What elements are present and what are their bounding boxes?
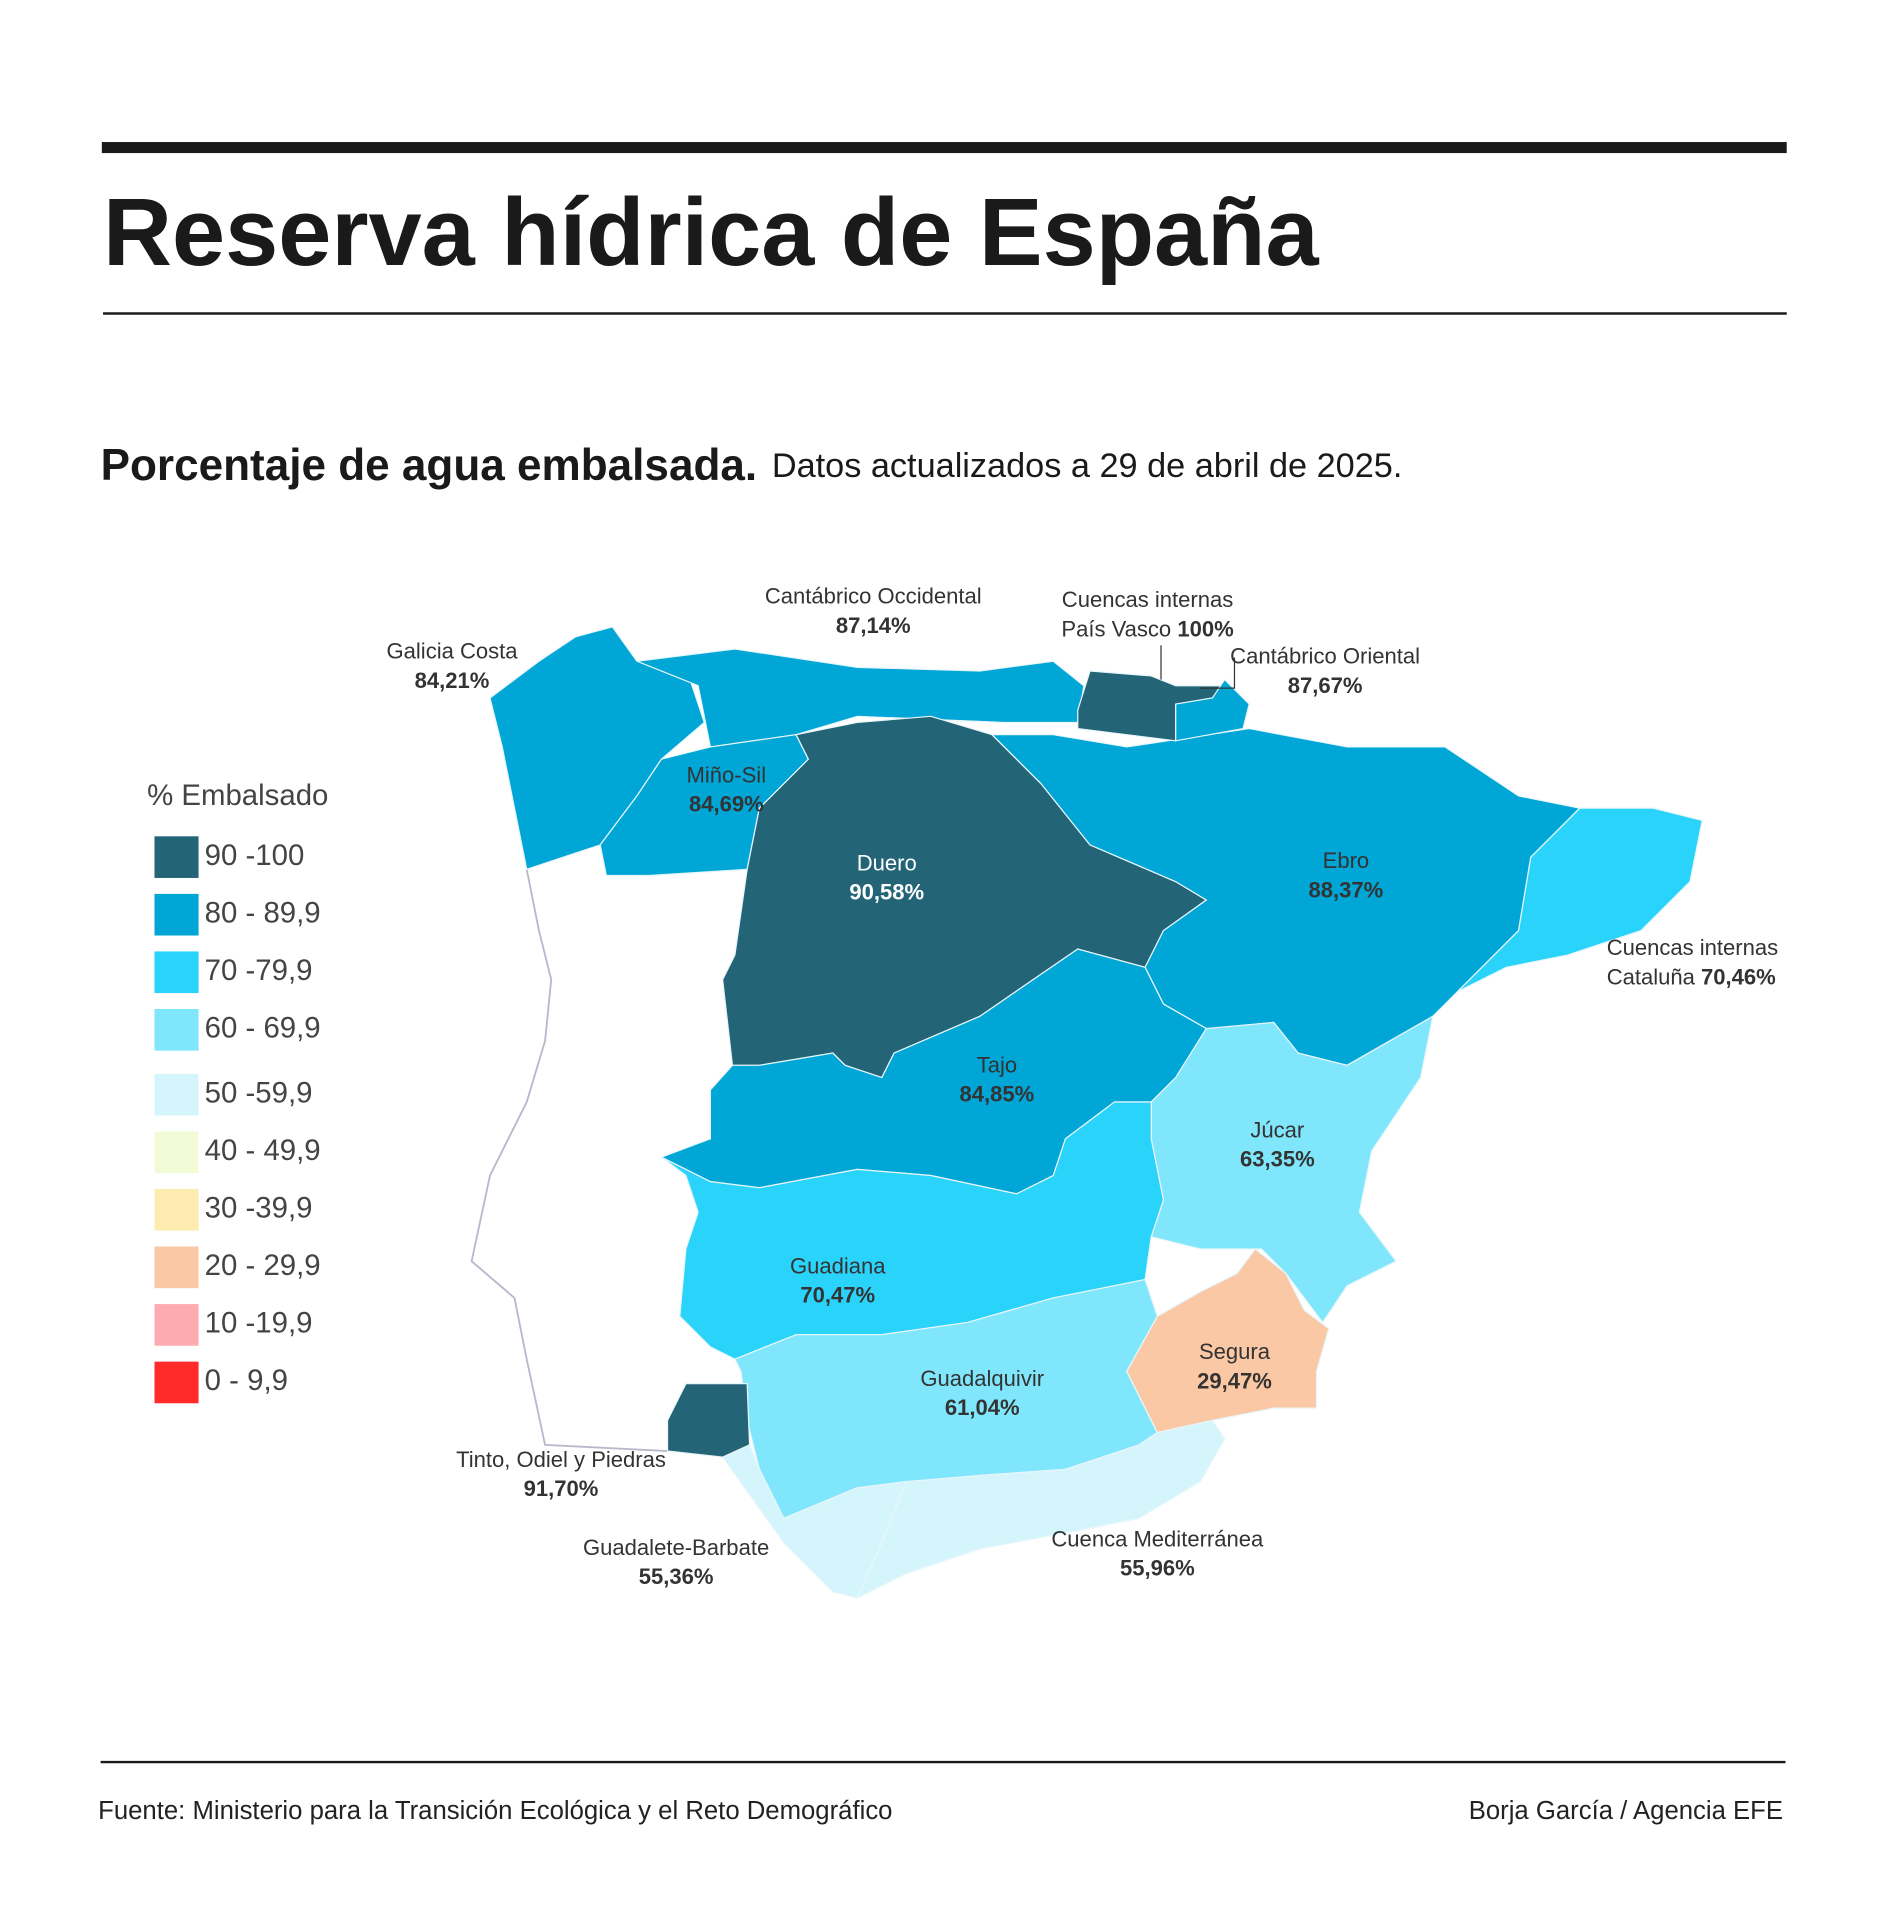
legend-swatch	[154, 1304, 199, 1346]
region-shape	[661, 1101, 1165, 1360]
region-name: Guadalquivir	[920, 1366, 1044, 1391]
region-name-line: Júcar	[1250, 1117, 1304, 1142]
region-name: Galicia Costa	[387, 638, 519, 663]
regions	[489, 626, 1703, 1600]
region-name-line: Galicia Costa	[387, 638, 519, 663]
region-name-line: Duero	[857, 850, 917, 875]
region-value: 91,70%	[524, 1476, 599, 1501]
legend-label: 20 - 29,9	[205, 1249, 321, 1282]
region-shape	[1456, 807, 1703, 993]
legend-title: % Embalsado	[147, 779, 328, 812]
region-value: 70,47%	[800, 1283, 875, 1308]
credit: Borja García / Agencia EFE	[1469, 1797, 1783, 1825]
region-name: Cuenca Mediterránea	[1051, 1526, 1264, 1551]
region-name-line: Guadalete-Barbate	[583, 1535, 769, 1560]
region-name-line: Guadalquivir	[920, 1366, 1044, 1391]
legend-label: 70 -79,9	[205, 954, 313, 987]
region-value: 100%	[1177, 616, 1234, 641]
region-value: 84,21%	[415, 668, 490, 693]
region-name: Cuencas internas	[1607, 935, 1778, 960]
region-name-line: Segura	[1199, 1339, 1271, 1364]
labels: Galicia Costa 84,21% Cantábrico Occidental…	[387, 583, 1779, 1589]
region-name-line: Tajo	[977, 1052, 1017, 1077]
region-name-line: Guadiana	[790, 1253, 886, 1278]
subtitle-bold: Porcentaje de agua embalsada.	[101, 440, 758, 489]
legend-label: 90 -100	[205, 839, 305, 872]
region-name: Segura	[1199, 1339, 1271, 1364]
region-name-line: País Vasco	[1061, 616, 1171, 641]
region-shape	[666, 1383, 751, 1458]
region-value: 87,67%	[1288, 673, 1363, 698]
region-name: Duero	[857, 850, 917, 875]
legend-swatch	[154, 836, 199, 878]
region-value: 84,69%	[689, 792, 764, 817]
region-value: 70,46%	[1701, 964, 1776, 989]
region-value: 55,36%	[639, 1564, 714, 1589]
region-name-line: Miño-Sil	[687, 762, 767, 787]
region-value: 84,85%	[960, 1082, 1035, 1107]
legend-label: 30 -39,9	[205, 1192, 313, 1225]
region-value: 61,04%	[945, 1395, 1020, 1420]
region-name-line: Cantábrico Occidental	[765, 583, 982, 608]
legend-swatch	[154, 1131, 199, 1174]
legend-label: 40 - 49,9	[205, 1134, 321, 1167]
region-name: Guadiana	[790, 1253, 886, 1278]
region-name-line: Cataluña	[1607, 964, 1696, 989]
region-name: Miño-Sil	[687, 762, 767, 787]
region-value: 29,47%	[1197, 1368, 1272, 1393]
subtitle: Porcentaje de agua embalsada. Datos actua…	[101, 440, 1403, 489]
region-value: 87,14%	[836, 613, 911, 638]
region-name: País Vasco 100%	[1061, 616, 1234, 641]
region-name-line: Cuencas internas	[1607, 935, 1778, 960]
region-value: 63,35%	[1240, 1147, 1315, 1172]
region-name: Cantábrico Occidental	[765, 583, 982, 608]
region-name: Cuencas internas	[1062, 587, 1233, 612]
top-rule	[101, 142, 1787, 154]
legend-label: 50 -59,9	[205, 1076, 313, 1109]
region-name-line: Cuencas internas	[1062, 587, 1233, 612]
region-name: Tinto, Odiel y Piedras	[456, 1447, 666, 1472]
region-name: Tajo	[977, 1052, 1017, 1077]
legend-swatch	[154, 1188, 199, 1231]
legend-swatch	[154, 1361, 199, 1404]
region-name-line: Tinto, Odiel y Piedras	[456, 1447, 666, 1472]
region-name-line: Ebro	[1323, 848, 1370, 873]
region-shape	[856, 1419, 1226, 1600]
legend-swatch	[154, 1008, 199, 1051]
legend-swatch	[154, 1073, 199, 1116]
region-name: Cantábrico Oriental	[1230, 643, 1420, 668]
legend-swatch	[154, 951, 199, 994]
legend-swatch	[154, 1246, 199, 1289]
title: Reserva hídrica de España	[103, 180, 1319, 286]
region-name: Júcar	[1250, 1117, 1304, 1142]
region-shape	[1175, 678, 1250, 742]
legend-swatch	[154, 893, 199, 936]
portugal-outline	[470, 869, 668, 1452]
region-name-line: Cantábrico Oriental	[1230, 643, 1420, 668]
region-name-line: Cuenca Mediterránea	[1051, 1526, 1264, 1551]
region-name: Ebro	[1323, 848, 1370, 873]
legend: 90 -100 80 - 89,9 70 -79,9 60 - 69,9 50 -59,…	[154, 836, 321, 1404]
legend-label: 60 - 69,9	[205, 1012, 321, 1045]
region-value: 55,96%	[1120, 1556, 1195, 1581]
legend-label: 10 -19,9	[205, 1307, 313, 1340]
source: Fuente: Ministerio para la Transición Ec…	[98, 1797, 892, 1825]
region-name: Cataluña 70,46%	[1607, 964, 1776, 989]
subtitle-normal: Datos actualizados a 29 de abril de 2025…	[772, 447, 1403, 485]
leader-line	[1200, 657, 1236, 689]
region-value: 88,37%	[1309, 877, 1384, 902]
legend-label: 0 - 9,9	[205, 1364, 288, 1397]
region-value: 90,58%	[849, 880, 924, 905]
legend-label: 80 - 89,9	[205, 896, 321, 929]
region-name: Guadalete-Barbate	[583, 1535, 769, 1560]
